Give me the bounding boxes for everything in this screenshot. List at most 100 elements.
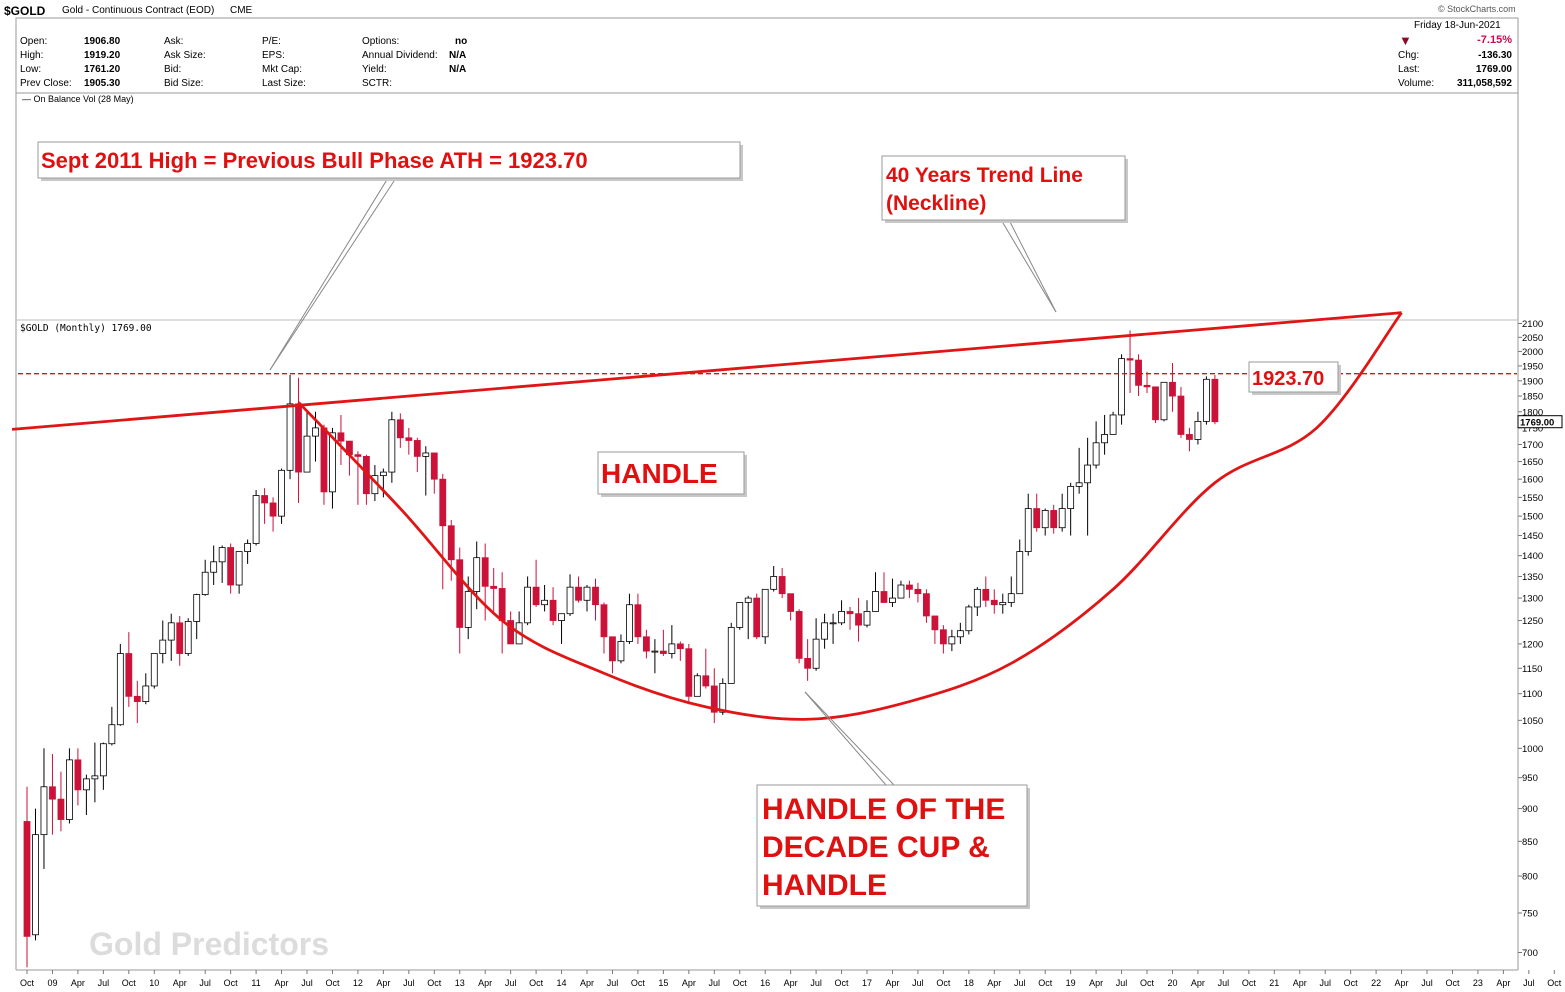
- candle-body: [872, 591, 879, 612]
- x-tick-label: Oct: [325, 978, 340, 988]
- candle-body: [906, 584, 913, 590]
- x-tick-label: Jul: [301, 978, 313, 988]
- candle: [176, 615, 184, 666]
- indicator-label-text: On Balance Vol (28 May): [33, 94, 134, 104]
- candle-body: [685, 648, 693, 697]
- y-tick-label: 1450: [1522, 531, 1543, 542]
- ath-price-text: 1923.70: [1252, 368, 1324, 390]
- x-axis: Oct 09 Apr Jul Oct 10 Apr Jul Oct 11 Apr Jul Oct 12 Ap…: [20, 970, 1562, 988]
- ath-callout-pointer: [269, 177, 389, 371]
- x-tick-label: Oct: [122, 978, 137, 988]
- candle: [668, 625, 676, 659]
- x-tick-label: Apr: [1293, 978, 1307, 988]
- candle-body: [447, 525, 455, 561]
- candle: [931, 615, 939, 644]
- x-tick-label: Jul: [1421, 978, 1433, 988]
- candle: [999, 593, 1007, 614]
- x-tick-label: Oct: [631, 978, 646, 988]
- quote-label: Bid Size:: [164, 78, 204, 89]
- candle-body: [295, 403, 302, 473]
- x-tick-label: 10: [149, 978, 159, 988]
- y-tick-label: 1650: [1522, 457, 1543, 468]
- y-tick-label: 1350: [1522, 572, 1543, 583]
- candle: [659, 629, 667, 656]
- x-tick-label: Oct: [733, 978, 748, 988]
- handle-label-box: [597, 451, 745, 495]
- candle: [982, 576, 990, 607]
- candle: [507, 611, 515, 645]
- candle: [651, 639, 659, 674]
- candle: [710, 668, 718, 724]
- x-tick-label: 18: [964, 978, 974, 988]
- ath-callout-text: Sept 2011 High = Previous Bull Phase ATH…: [41, 148, 588, 173]
- candle: [49, 754, 56, 835]
- candle: [753, 593, 761, 640]
- y-tick-label: 1150: [1522, 664, 1542, 675]
- x-tick-label: Oct: [1038, 978, 1053, 988]
- candle: [447, 519, 455, 581]
- candle-body: [201, 571, 209, 595]
- candle-body: [592, 586, 599, 606]
- y-tick-label: 1100: [1522, 689, 1542, 700]
- candle: [761, 588, 769, 644]
- y-tick-label: 1050: [1522, 716, 1543, 727]
- x-tick-label: Jul: [505, 978, 517, 988]
- candle: [252, 490, 260, 546]
- candle-body: [1058, 508, 1066, 529]
- candle-body: [74, 759, 82, 791]
- candle-body: [99, 743, 107, 777]
- x-tick-label: Apr: [71, 978, 85, 988]
- candle: [1084, 437, 1092, 536]
- candle-body: [413, 440, 421, 457]
- quote-value: 1906.80: [84, 36, 121, 47]
- candle-body: [626, 604, 633, 642]
- y-tick-label: 1600: [1522, 475, 1543, 486]
- candle: [142, 673, 150, 705]
- candle-body: [1211, 378, 1219, 423]
- candle: [719, 678, 727, 715]
- candle: [23, 786, 31, 968]
- x-tick-label: 13: [455, 978, 465, 988]
- candle-body: [23, 821, 31, 937]
- candle: [914, 582, 922, 603]
- cup-callout-pointer: [804, 691, 887, 786]
- percent-change: -7.15%: [1477, 34, 1512, 46]
- candle: [456, 547, 464, 654]
- candle-body: [337, 432, 345, 442]
- candle: [133, 680, 141, 724]
- candle-body: [312, 427, 319, 437]
- y-tick-label: 1950: [1522, 361, 1543, 372]
- candle-body: [914, 588, 922, 595]
- candle-body: [1177, 395, 1185, 435]
- x-tick-label: 12: [353, 978, 363, 988]
- quote-label: Yield:: [362, 64, 387, 75]
- annotations: Sept 2011 High = Previous Bull Phase ATH…: [37, 141, 1341, 962]
- x-tick-label: Apr: [1395, 978, 1409, 988]
- candle: [1135, 354, 1142, 397]
- candle: [990, 589, 998, 614]
- candle: [592, 578, 599, 621]
- candle: [235, 551, 243, 594]
- candle: [227, 543, 235, 594]
- x-tick-label: Jul: [1014, 978, 1026, 988]
- candle: [354, 451, 362, 505]
- trendline-callout-box: [881, 155, 1126, 221]
- candle: [201, 559, 209, 596]
- candle-body: [116, 653, 124, 726]
- candle-body: [778, 576, 786, 595]
- trendline-callout-text: 40 Years Trend Line: [886, 164, 1083, 187]
- candle-body: [57, 798, 65, 820]
- candle-body: [736, 602, 744, 628]
- x-tick-label: Apr: [580, 978, 594, 988]
- x-tick-label: 15: [658, 978, 668, 988]
- candle: [91, 742, 99, 803]
- candle-body: [49, 786, 56, 800]
- candle: [838, 600, 845, 626]
- candle: [422, 446, 430, 496]
- candle-body: [676, 643, 684, 650]
- candle: [1109, 411, 1117, 435]
- x-tick-label: 23: [1473, 978, 1483, 988]
- quote-value: N/A: [449, 50, 467, 61]
- candle-body: [108, 724, 116, 745]
- candle: [541, 585, 548, 612]
